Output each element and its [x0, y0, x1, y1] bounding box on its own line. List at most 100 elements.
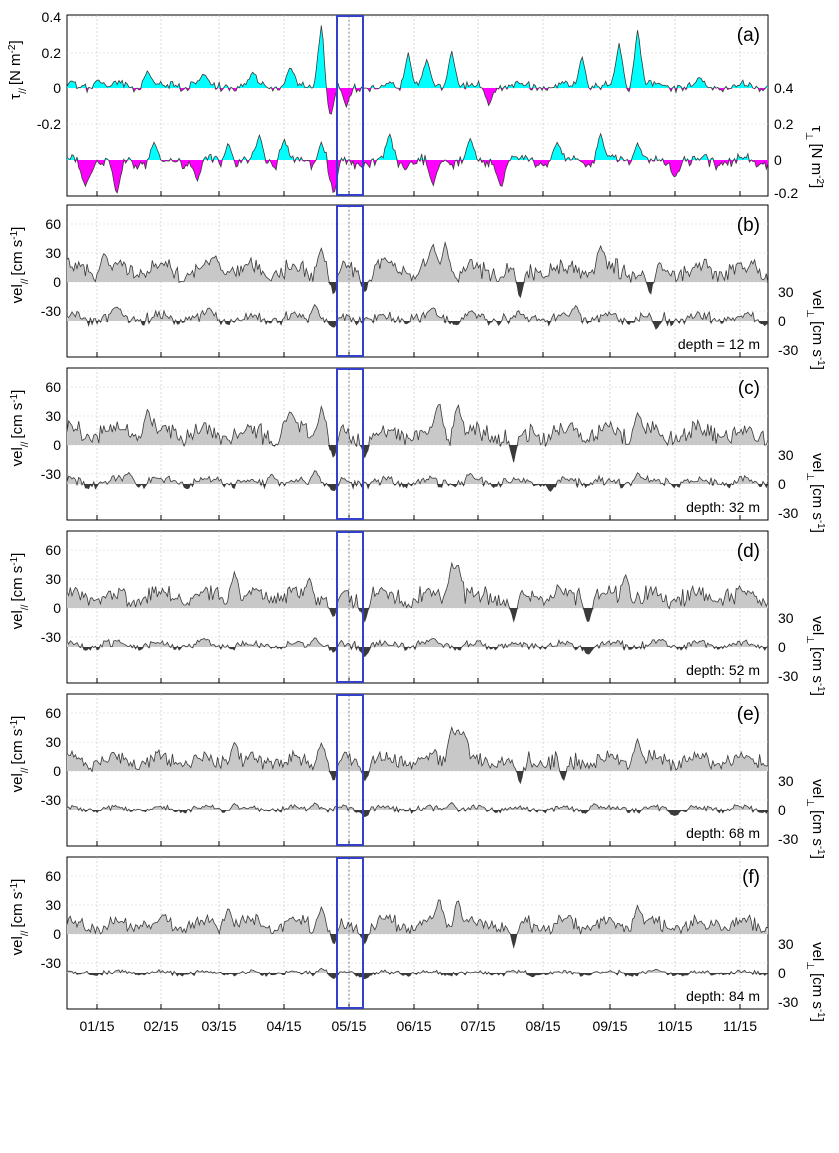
right-tick-label: 0: [778, 313, 786, 329]
left-tick-label: 0: [53, 80, 61, 96]
right-axis-label: vel⊥[cm s-1]: [805, 290, 827, 370]
left-tick-label: 60: [45, 379, 61, 395]
highlight-box-group: [336, 15, 364, 1009]
panel-f: 60 30 0 -30 30 0 -30 depth: 84 m vel//[cm s-1] ve…: [9, 856, 827, 1022]
left-axis-label: vel//[cm s-1]: [9, 879, 31, 956]
left-tick-label: -0.2: [37, 116, 61, 132]
panel-label: (c): [738, 378, 760, 399]
right-tick-label: 30: [778, 447, 794, 463]
velocity-along-series-line: [66, 241, 769, 299]
left-tick-label: 30: [45, 245, 61, 261]
panel-label: (a): [737, 25, 760, 46]
right-tick-label: 0: [778, 802, 786, 818]
tau-cross-negative-area: [67, 160, 768, 193]
right-tick-label: 30: [778, 773, 794, 789]
velocity-cross-series-line: [66, 801, 769, 818]
velocity-along-positive-area: [67, 727, 768, 771]
left-tick-label: 30: [45, 408, 61, 424]
depth-label: depth: 68 m: [686, 825, 760, 841]
right-tick-label: 0: [774, 152, 782, 168]
panel-a: 0.4 0.2 0 -0.2 0.4 0.2 0 -0.2 τ//[N m-2] τ⊥[N m-2…: [7, 9, 826, 201]
right-tick-label: -30: [778, 994, 798, 1010]
panel-frame: [66, 14, 769, 197]
depth-label: depth: 84 m: [686, 988, 760, 1004]
right-axis-label: vel⊥[cm s-1]: [805, 779, 827, 859]
depth-label: depth = 12 m: [678, 336, 760, 352]
left-tick-label: 0: [53, 437, 61, 453]
tau-cross-series-line: [66, 132, 769, 194]
right-tick-label: 0.2: [774, 116, 794, 132]
velocity-cross-series-line: [66, 637, 769, 658]
velocity-cross-series-line: [66, 470, 769, 492]
left-axis-label: τ//[N m-2]: [7, 40, 29, 99]
tau-along-series-line: [66, 25, 769, 115]
left-tick-label: 0: [53, 926, 61, 942]
left-tick-label: 60: [45, 868, 61, 884]
velocity-cross-negative-area: [67, 973, 768, 979]
panel-b: 60 30 0 -30 30 0 -30 depth = 12 m vel//[cm s-1] v…: [9, 204, 827, 370]
left-tick-label: -30: [41, 303, 61, 319]
right-axis-label: vel⊥[cm s-1]: [805, 616, 827, 696]
tau-along-positive-area: [67, 25, 768, 88]
left-tick-label: -30: [41, 792, 61, 808]
velocity-along-positive-area: [67, 242, 768, 282]
right-tick-label: 0: [778, 965, 786, 981]
left-tick-label: 60: [45, 216, 61, 232]
panels-group: 0.4 0.2 0 -0.2 0.4 0.2 0 -0.2 τ//[N m-2] τ⊥[N m-2…: [7, 9, 827, 1022]
x-tick-label: 03/15: [201, 1018, 236, 1034]
left-tick-label: 0.4: [42, 9, 62, 25]
x-tick-label: 01/15: [79, 1018, 114, 1034]
right-tick-label: 30: [778, 936, 794, 952]
left-tick-label: 0.2: [42, 45, 62, 61]
x-tick-label: 08/15: [525, 1018, 560, 1034]
right-tick-label: -0.2: [774, 185, 798, 201]
x-tick-label: 02/15: [143, 1018, 178, 1034]
left-tick-label: 0: [53, 763, 61, 779]
depth-label: depth: 52 m: [686, 662, 760, 678]
panel-d: 60 30 0 -30 30 0 -30 depth: 52 m vel//[cm s-1] ve…: [9, 530, 827, 696]
right-tick-label: -30: [778, 342, 798, 358]
panel-label: (d): [737, 541, 760, 562]
left-tick-label: 30: [45, 897, 61, 913]
right-tick-label: 0: [778, 476, 786, 492]
highlight-box: [336, 531, 364, 683]
velocity-cross-negative-area: [67, 484, 768, 492]
right-tick-label: 30: [778, 284, 794, 300]
right-tick-label: -30: [778, 505, 798, 521]
x-tick-label: 05/15: [331, 1018, 366, 1034]
x-tick-label: 09/15: [592, 1018, 627, 1034]
x-tick-label: 07/15: [460, 1018, 495, 1034]
highlight-box: [336, 694, 364, 846]
highlight-box: [336, 15, 364, 196]
panel-c: 60 30 0 -30 30 0 -30 depth: 32 m vel//[cm s-1] ve…: [9, 367, 827, 533]
right-axis-label: τ⊥[N m-2]: [804, 126, 826, 188]
panel-e: 60 30 0 -30 30 0 -30 depth: 68 m vel//[cm s-1] ve…: [9, 693, 827, 859]
left-tick-label: -30: [41, 955, 61, 971]
velocity-along-series-line: [66, 404, 769, 463]
panel-label: (e): [737, 704, 760, 725]
left-tick-label: 30: [45, 571, 61, 587]
depth-label: depth: 32 m: [686, 499, 760, 515]
left-tick-label: -30: [41, 629, 61, 645]
panel-label: (b): [737, 215, 760, 236]
left-tick-label: 60: [45, 542, 61, 558]
x-tick-label: 11/15: [723, 1018, 757, 1034]
left-axis-label: vel//[cm s-1]: [9, 227, 31, 304]
velocity-along-series-line: [66, 899, 769, 949]
left-tick-label: 0: [53, 600, 61, 616]
right-tick-label: 0: [778, 639, 786, 655]
x-tick-label: 04/15: [266, 1018, 301, 1034]
highlight-box: [336, 368, 364, 520]
velocity-along-series-line: [66, 726, 769, 785]
left-tick-label: 0: [53, 274, 61, 290]
velocity-cross-series-line: [66, 967, 769, 980]
velocity-cross-positive-area: [67, 470, 768, 484]
right-tick-label: 0.4: [774, 80, 794, 96]
velocity-along-positive-area: [67, 563, 768, 608]
right-axis-label: vel⊥[cm s-1]: [805, 942, 827, 1022]
x-tick-label: 06/15: [396, 1018, 431, 1034]
left-tick-label: 60: [45, 705, 61, 721]
right-tick-label: -30: [778, 831, 798, 847]
left-tick-label: -30: [41, 466, 61, 482]
